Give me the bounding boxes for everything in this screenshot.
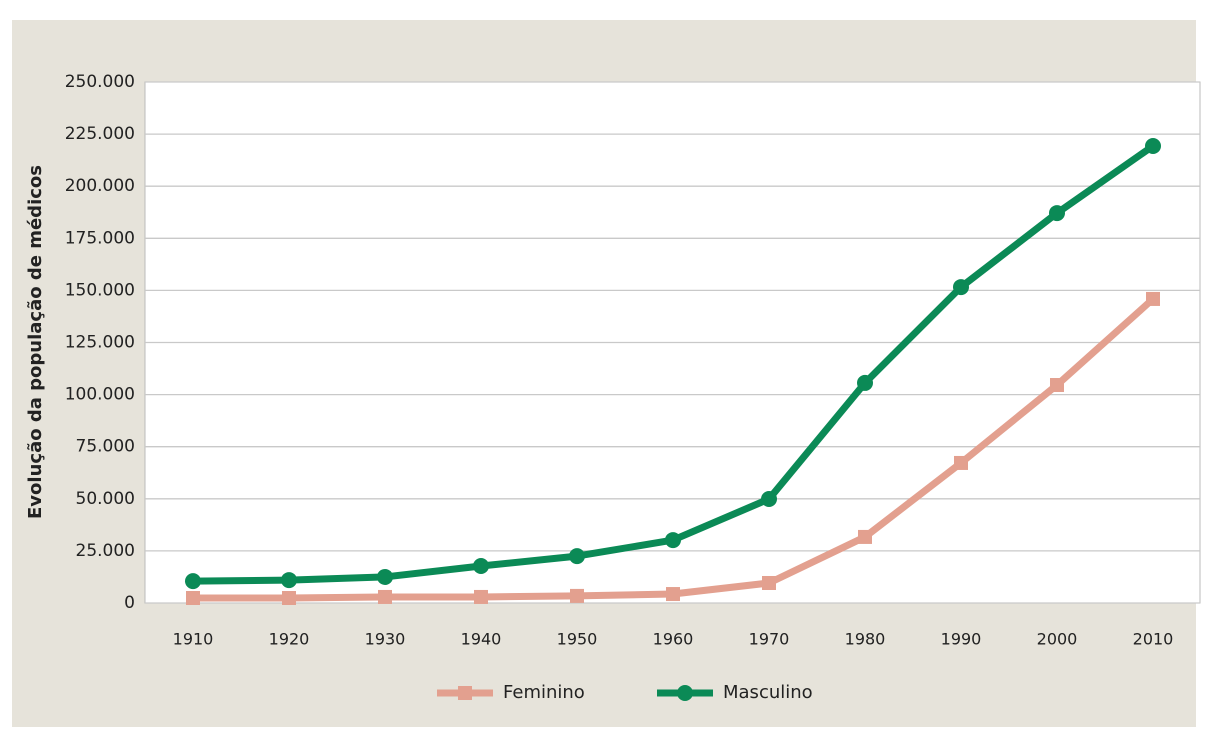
- point: [666, 587, 680, 602]
- point: [281, 572, 297, 589]
- x-tick-label: 1990: [941, 630, 982, 649]
- x-tick-label: 1950: [557, 630, 598, 649]
- point: [185, 573, 201, 590]
- y-axis-label: Evolução da população de médicos: [25, 165, 46, 519]
- point: [378, 589, 392, 604]
- point: [186, 590, 200, 605]
- y-tick-label: 125.000: [65, 333, 135, 353]
- legend-label: Feminino: [503, 682, 585, 703]
- x-tick-label: 1960: [653, 630, 694, 649]
- point: [1145, 137, 1161, 154]
- point: [677, 685, 693, 701]
- y-tick-label: 100.000: [65, 385, 135, 405]
- point: [857, 374, 873, 391]
- x-tick-label: 1980: [845, 630, 886, 649]
- y-tick-label: 200.000: [65, 176, 135, 196]
- point: [570, 588, 584, 603]
- x-tick-label: 1910: [173, 630, 214, 649]
- y-tick-label: 175.000: [65, 228, 135, 248]
- point: [1049, 205, 1065, 222]
- point: [1146, 291, 1160, 306]
- point: [665, 532, 681, 549]
- point: [569, 548, 585, 565]
- point: [761, 491, 777, 508]
- point: [282, 590, 296, 605]
- x-tick-label: 1940: [461, 630, 502, 649]
- y-tick-label: 0: [124, 593, 135, 613]
- legend-label: Masculino: [723, 682, 813, 703]
- x-tick-label: 2010: [1133, 630, 1174, 649]
- point: [954, 455, 968, 470]
- point: [1050, 378, 1064, 393]
- point: [762, 575, 776, 590]
- y-tick-label: 225.000: [65, 124, 135, 144]
- y-tick-label: 50.000: [76, 489, 135, 509]
- point: [858, 529, 872, 544]
- point: [474, 589, 488, 604]
- point: [953, 279, 969, 296]
- y-tick-label: 150.000: [65, 280, 135, 300]
- y-tick-label: 25.000: [76, 541, 135, 561]
- x-tick-label: 1970: [749, 630, 790, 649]
- x-tick-label: 1920: [269, 630, 310, 649]
- y-tick-label: 250.000: [65, 72, 135, 92]
- y-tick-label: 75.000: [76, 437, 135, 457]
- point: [377, 568, 393, 585]
- point: [458, 686, 472, 700]
- point: [473, 558, 489, 575]
- x-tick-label: 1930: [365, 630, 406, 649]
- x-tick-label: 2000: [1037, 630, 1078, 649]
